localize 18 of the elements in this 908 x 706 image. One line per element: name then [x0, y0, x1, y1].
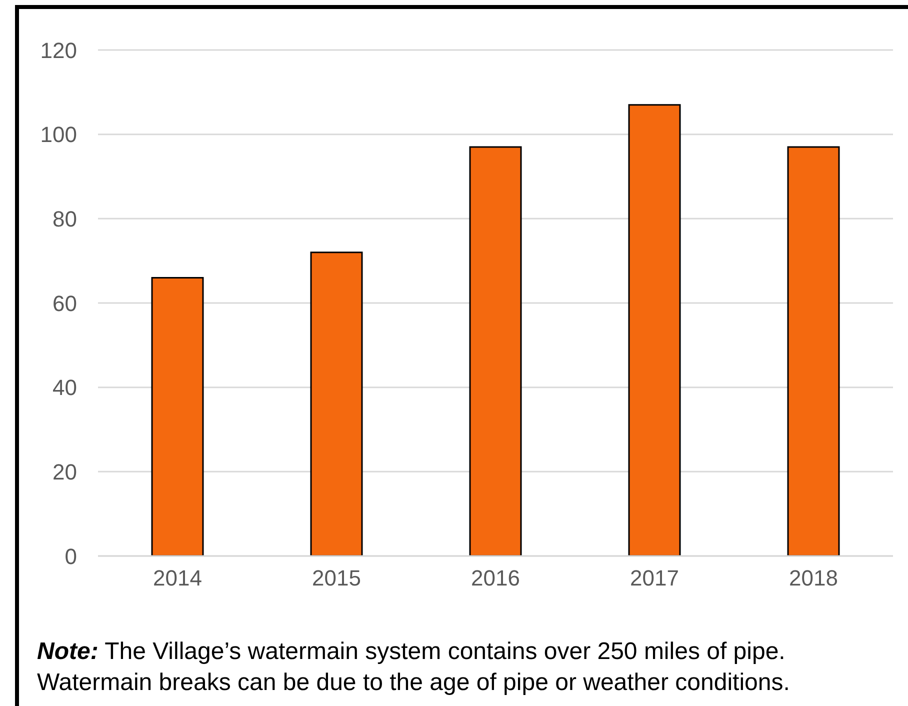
x-tick-label: 2015	[312, 566, 361, 591]
x-tick-label: 2016	[471, 566, 520, 591]
y-tick-label: 40	[52, 375, 77, 400]
y-tick-label: 60	[52, 290, 77, 316]
x-tick-label: 2018	[789, 566, 838, 591]
text: Note: The Village’s watermain system contains over 250 miles of pipe. Watermain breaks can be due to the age of pipe or weather conditions.	[37, 638, 790, 696]
y-tick-label: 120	[40, 38, 77, 63]
x-tick-label: 2017	[630, 566, 679, 591]
y-tick-label: 0	[64, 544, 77, 569]
y-tick-label: 20	[52, 459, 77, 484]
bar	[628, 104, 681, 556]
bar	[787, 146, 840, 556]
y-tick-label: 80	[52, 206, 77, 232]
y-tick-label: 100	[40, 122, 77, 148]
bar	[151, 276, 204, 556]
bar	[310, 252, 363, 556]
x-tick-label: 2014	[153, 566, 202, 591]
bar	[469, 146, 522, 556]
